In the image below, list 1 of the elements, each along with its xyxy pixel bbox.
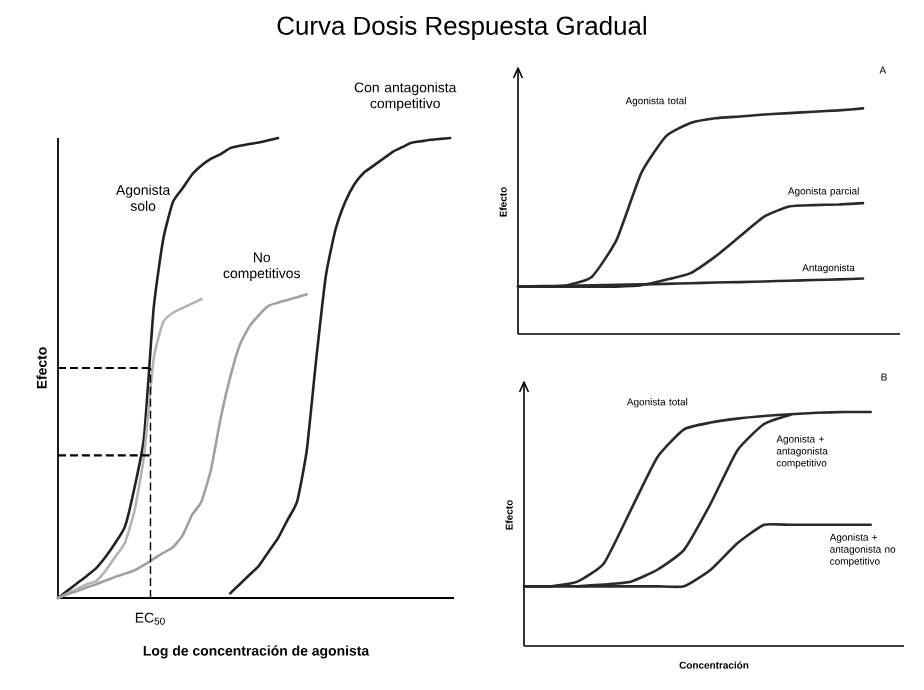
chart-title: Curva Dosis Respuesta Gradual	[277, 15, 646, 41]
